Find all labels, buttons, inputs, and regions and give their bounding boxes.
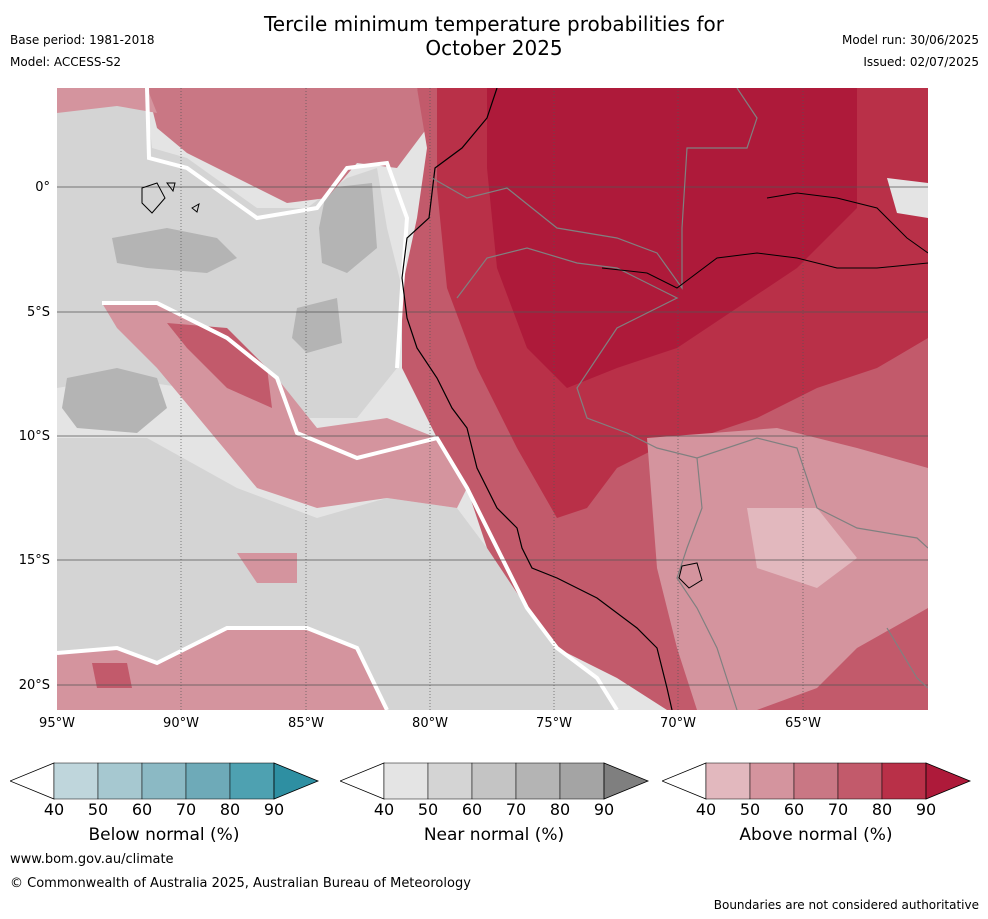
map-title: Tercile minimum temperature probabilitie… [0,12,988,60]
above-normal-tick-label: 50 [739,800,761,819]
probability-map [57,88,928,710]
near-normal-label: Near normal (%) [423,825,565,845]
above-normal-label: Above normal (%) [739,825,893,845]
above-normal-segment [705,762,751,800]
amazon-river [601,252,928,289]
y-tick-0: 0° [35,180,50,195]
below-normal-tick-label: 90 [263,800,285,819]
boundary-disclaimer: Boundaries are not considered authoritat… [713,898,979,912]
x-tick-70w: 70°W [660,716,696,731]
above-normal-segment [793,762,839,800]
near-normal-under-triangle [340,762,385,800]
model-info: Base period: 1981-2018 Model: ACCESS-S2 [10,29,155,73]
issued-date: Issued: 02/07/2025 [863,55,979,69]
near-normal-tick-label: 40 [373,800,395,819]
border-north [431,88,758,290]
above-normal-land-90 [487,88,857,388]
model-name: Model: ACCESS-S2 [10,55,122,69]
below-normal-segment [97,762,143,800]
contour-40-north [145,88,410,369]
border-south [676,457,738,710]
y-tick-10s: 10°S [18,429,50,444]
below-normal-label: Below normal (%) [88,825,240,845]
above-normal-sw-core [92,663,132,688]
below-normal-segment [229,762,275,800]
footer-url: www.bom.gov.au/climate [10,852,174,867]
below-normal-colorbar [10,762,320,800]
above-normal-segment [837,762,883,800]
title-line-2: October 2025 [425,36,563,60]
title-line-1: Tercile minimum temperature probabilitie… [263,12,725,36]
y-tick-5s: 5°S [26,305,50,320]
x-tick-75w: 75°W [536,716,572,731]
below-normal-segment [141,762,187,800]
above-normal-colorbar [662,762,972,800]
above-normal-tick-label: 90 [915,800,937,819]
y-tick-20s: 20°S [18,678,50,693]
near-normal-segment [427,762,473,800]
below-normal-tick-label: 80 [219,800,241,819]
near-normal-segment [471,762,517,800]
lake-titicaca [678,562,703,589]
border-central [456,247,928,549]
above-normal-segment [881,762,927,800]
near-normal-70-c [319,183,377,273]
y-tick-15s: 15°S [18,553,50,568]
near-normal-tick-label: 50 [417,800,439,819]
x-tick-80w: 80°W [412,716,448,731]
near-normal-70-a [112,228,237,273]
near-normal-patch-east [887,178,928,218]
near-normal-tick-label: 80 [549,800,571,819]
contour-40-south [57,626,389,710]
footer-copyright: © Commonwealth of Australia 2025, Austra… [10,876,471,891]
above-normal-interior-50 [747,508,857,588]
near-normal-over-triangle [603,762,650,800]
x-tick-90w: 90°W [163,716,199,731]
near-normal-tick-label: 60 [461,800,483,819]
above-normal-patch [237,553,297,583]
above-normal-tick-label: 40 [695,800,717,819]
near-normal-tick-label: 90 [593,800,615,819]
near-normal-70-b [62,368,167,433]
below-normal-tick-label: 50 [87,800,109,819]
below-normal-segment [185,762,231,800]
base-period: Base period: 1981-2018 [10,33,155,47]
x-tick-85w: 85°W [288,716,324,731]
parallels [57,186,928,686]
map-svg [57,88,928,710]
x-tick-65w: 65°W [785,716,821,731]
below-normal-segment [53,762,99,800]
above-normal-tick-label: 60 [783,800,805,819]
near-normal-tick-label: 70 [505,800,527,819]
below-normal-over-triangle [273,762,320,800]
below-normal-under-triangle [10,762,55,800]
above-normal-over-triangle [925,762,972,800]
near-normal-colorbar [340,762,650,800]
galapagos-island [141,182,166,214]
above-normal-tongue-core [167,323,272,408]
run-info: Model run: 30/06/2025 Issued: 02/07/2025 [842,29,979,73]
near-normal-segment [383,762,429,800]
above-normal-under-triangle [662,762,707,800]
above-normal-nw-edge [57,88,157,113]
x-tick-95w: 95°W [39,716,75,731]
above-normal-segment [749,762,795,800]
above-normal-tick-label: 70 [827,800,849,819]
border-se [886,627,928,689]
near-normal-segment [559,762,605,800]
river-north [766,192,928,254]
above-normal-sw [57,628,387,710]
model-run: Model run: 30/06/2025 [841,33,979,47]
above-normal-tick-label: 80 [871,800,893,819]
below-normal-tick-label: 40 [43,800,65,819]
near-normal-segment [515,762,561,800]
below-normal-tick-label: 70 [175,800,197,819]
contour-40-coast [102,301,619,710]
galapagos-islets [166,182,200,213]
above-normal-nw [147,88,427,203]
coastline [401,88,673,710]
below-normal-tick-label: 60 [131,800,153,819]
